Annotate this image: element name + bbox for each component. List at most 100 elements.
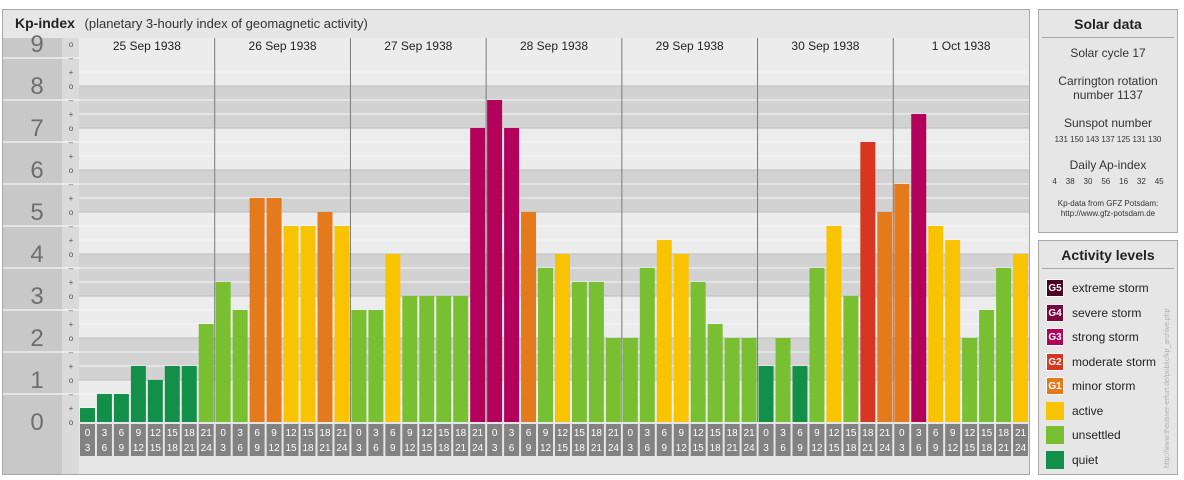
legend-label: unsettled xyxy=(1072,428,1121,443)
hour-box xyxy=(928,424,944,456)
minor-tick-label: o xyxy=(69,418,74,427)
kp-bar xyxy=(198,324,214,422)
hour-start-label: 12 xyxy=(828,428,840,439)
day-label: 28 Sep 1938 xyxy=(520,39,588,53)
hour-end-label: 12 xyxy=(269,443,281,454)
hour-start-label: 12 xyxy=(421,428,433,439)
kp-bar xyxy=(181,366,197,422)
hour-end-label: 15 xyxy=(150,443,162,454)
minor-tick-label: o xyxy=(69,40,74,49)
kp-chart-panel: 25 Sep 1938 26 Sep 1938 27 Sep 1938 28 Sep … xyxy=(2,9,1030,475)
minor-tick-label: o xyxy=(69,334,74,343)
kp-bar xyxy=(809,267,825,422)
kp-bar xyxy=(758,366,774,422)
day-header-band xyxy=(79,38,1029,62)
legend-swatch xyxy=(1046,401,1064,420)
hour-end-label: 18 xyxy=(574,443,586,454)
hour-box xyxy=(232,424,248,456)
kp-bar xyxy=(80,408,95,422)
legend-item: G2 moderate storm xyxy=(1039,350,1177,375)
hour-end-label: 18 xyxy=(710,443,722,454)
sunspot-values: 131 150 143 137 125 131 130 xyxy=(1054,135,1162,144)
minor-tick-label: o xyxy=(69,376,74,385)
hour-start-label: 3 xyxy=(509,428,515,439)
hour-box xyxy=(215,424,231,456)
hour-end-label: 12 xyxy=(133,443,145,454)
kp-bar xyxy=(249,198,265,422)
minor-tick-label: + xyxy=(69,152,74,161)
kp-bar xyxy=(724,338,740,422)
minor-tick-label: – xyxy=(69,96,74,105)
hour-box xyxy=(775,424,791,456)
legend-label: quiet xyxy=(1072,452,1099,467)
hour-end-label: 24 xyxy=(201,443,213,454)
legend-item: active xyxy=(1039,399,1177,424)
hour-box xyxy=(741,424,757,456)
hour-end-label: 21 xyxy=(319,443,331,454)
kp-bar xyxy=(385,254,401,422)
minor-tick-label: o xyxy=(69,208,74,217)
minor-tick-label: + xyxy=(69,194,74,203)
hour-end-label: 6 xyxy=(645,443,651,454)
hour-box xyxy=(470,424,486,456)
hour-start-label: 3 xyxy=(780,428,786,439)
y-axis-minor-band xyxy=(62,38,79,474)
minor-tick-label: + xyxy=(69,68,74,77)
hour-box xyxy=(843,424,859,456)
kp-bar xyxy=(351,309,367,422)
hour-end-label: 24 xyxy=(608,443,620,454)
hour-start-label: 21 xyxy=(201,428,213,439)
hour-box xyxy=(453,424,469,456)
y-axis-major-band xyxy=(3,38,62,474)
kp-bar xyxy=(436,296,452,422)
hour-start-label: 18 xyxy=(184,428,196,439)
hour-end-label: 3 xyxy=(628,443,634,454)
hour-start-label: 21 xyxy=(336,428,348,439)
hour-end-label: 3 xyxy=(356,443,362,454)
legend-label: minor storm xyxy=(1072,379,1136,394)
hour-start-label: 15 xyxy=(845,428,857,439)
legend-swatch: G4 xyxy=(1046,303,1064,322)
minor-tick-label: o xyxy=(69,82,74,91)
carrington-line-2: number 1137 xyxy=(1073,88,1143,102)
hour-end-label: 6 xyxy=(102,443,108,454)
kp-bar xyxy=(1013,254,1028,422)
hour-box xyxy=(538,424,553,456)
hour-start-label: 18 xyxy=(998,428,1010,439)
kp-bar xyxy=(164,366,180,422)
hour-box xyxy=(334,424,350,456)
minor-tick-label: – xyxy=(69,180,74,189)
hour-start-label: 12 xyxy=(150,428,162,439)
minor-tick-label: + xyxy=(69,362,74,371)
levels-legend: G5 extreme storm G4 severe storm G3 strong … xyxy=(1039,276,1177,472)
y-tick-label: 9 xyxy=(30,31,43,58)
hour-end-label: 15 xyxy=(693,443,705,454)
hour-end-label: 3 xyxy=(763,443,769,454)
kp-bar xyxy=(487,99,503,423)
hour-box xyxy=(860,424,876,456)
hour-start-label: 6 xyxy=(119,428,125,439)
hour-end-label: 3 xyxy=(85,443,91,454)
hour-box xyxy=(605,424,621,456)
hour-box xyxy=(911,424,927,456)
hour-start-label: 21 xyxy=(472,428,484,439)
hour-start-label: 15 xyxy=(981,428,993,439)
kp-bar xyxy=(911,114,927,422)
kp-bar xyxy=(571,282,587,422)
hour-start-label: 3 xyxy=(645,428,651,439)
hour-start-label: 0 xyxy=(492,428,498,439)
hour-start-label: 0 xyxy=(85,428,91,439)
kp-bar xyxy=(402,296,418,422)
chart-title: Kp-index (planetary 3-hourly index of ge… xyxy=(15,15,368,31)
kp-band xyxy=(79,128,1029,170)
hour-box xyxy=(555,424,570,456)
kp-bar xyxy=(504,128,520,422)
minor-tick-label: o xyxy=(69,124,74,133)
hour-end-label: 9 xyxy=(254,443,260,454)
legend-label: active xyxy=(1072,403,1104,418)
ap-title: Daily Ap-index xyxy=(1069,158,1147,172)
minor-tick-label: – xyxy=(69,138,74,147)
kp-bar xyxy=(707,324,723,422)
hour-end-label: 6 xyxy=(916,443,922,454)
hour-box xyxy=(249,424,265,456)
